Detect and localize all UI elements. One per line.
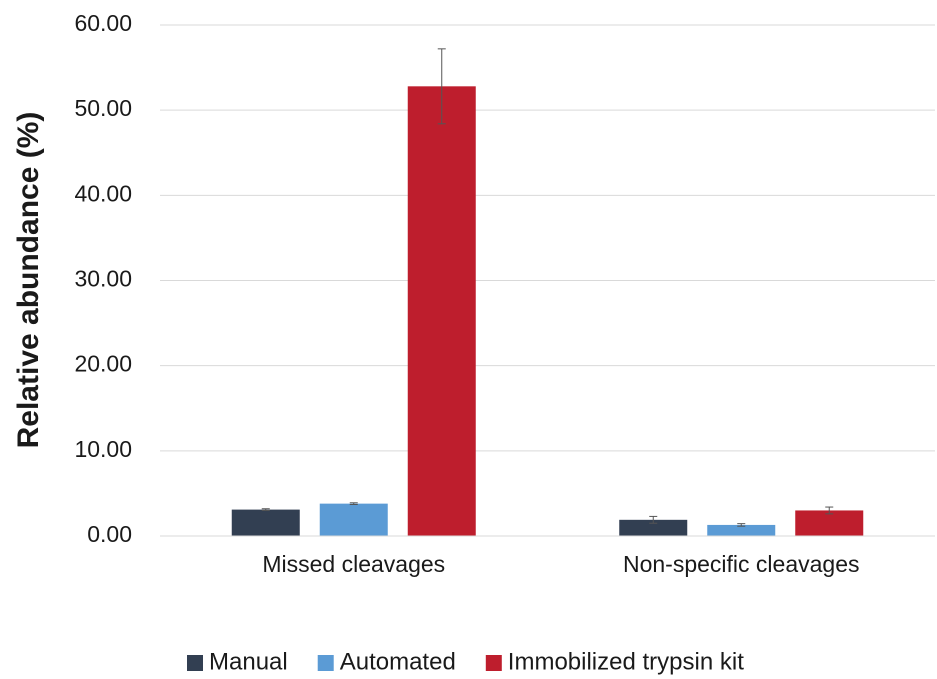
bar	[231, 509, 300, 536]
error-bar	[737, 523, 746, 527]
bar	[319, 503, 388, 536]
error-bar	[261, 508, 270, 511]
y-tick-label: 40.00	[74, 180, 132, 206]
y-tick-label: 60.00	[74, 10, 132, 36]
error-bar	[825, 506, 834, 515]
y-tick-label: 0.00	[87, 521, 132, 547]
bar	[619, 519, 688, 536]
x-tick-label: Non-specific cleavages	[623, 551, 860, 577]
y-tick-label: 50.00	[74, 95, 132, 121]
legend-swatch	[317, 655, 334, 671]
error-bar	[437, 48, 446, 125]
y-tick-label: 30.00	[74, 266, 132, 292]
legend-label: Manual	[209, 648, 288, 675]
legend-swatch	[187, 655, 203, 671]
bar	[407, 86, 476, 536]
y-tick-label: 20.00	[74, 351, 132, 377]
error-bar	[349, 502, 358, 505]
y-axis-label: Relative abundance (%)	[12, 112, 45, 449]
error-bar	[649, 515, 658, 524]
bar	[795, 510, 864, 536]
x-tick-label: Missed cleavages	[262, 551, 445, 577]
legend-label: Automated	[340, 648, 456, 675]
y-tick-label: 10.00	[74, 436, 132, 462]
bar	[707, 524, 776, 536]
legend-swatch	[485, 655, 502, 671]
legend-label: Immobilized trypsin kit	[508, 648, 744, 675]
